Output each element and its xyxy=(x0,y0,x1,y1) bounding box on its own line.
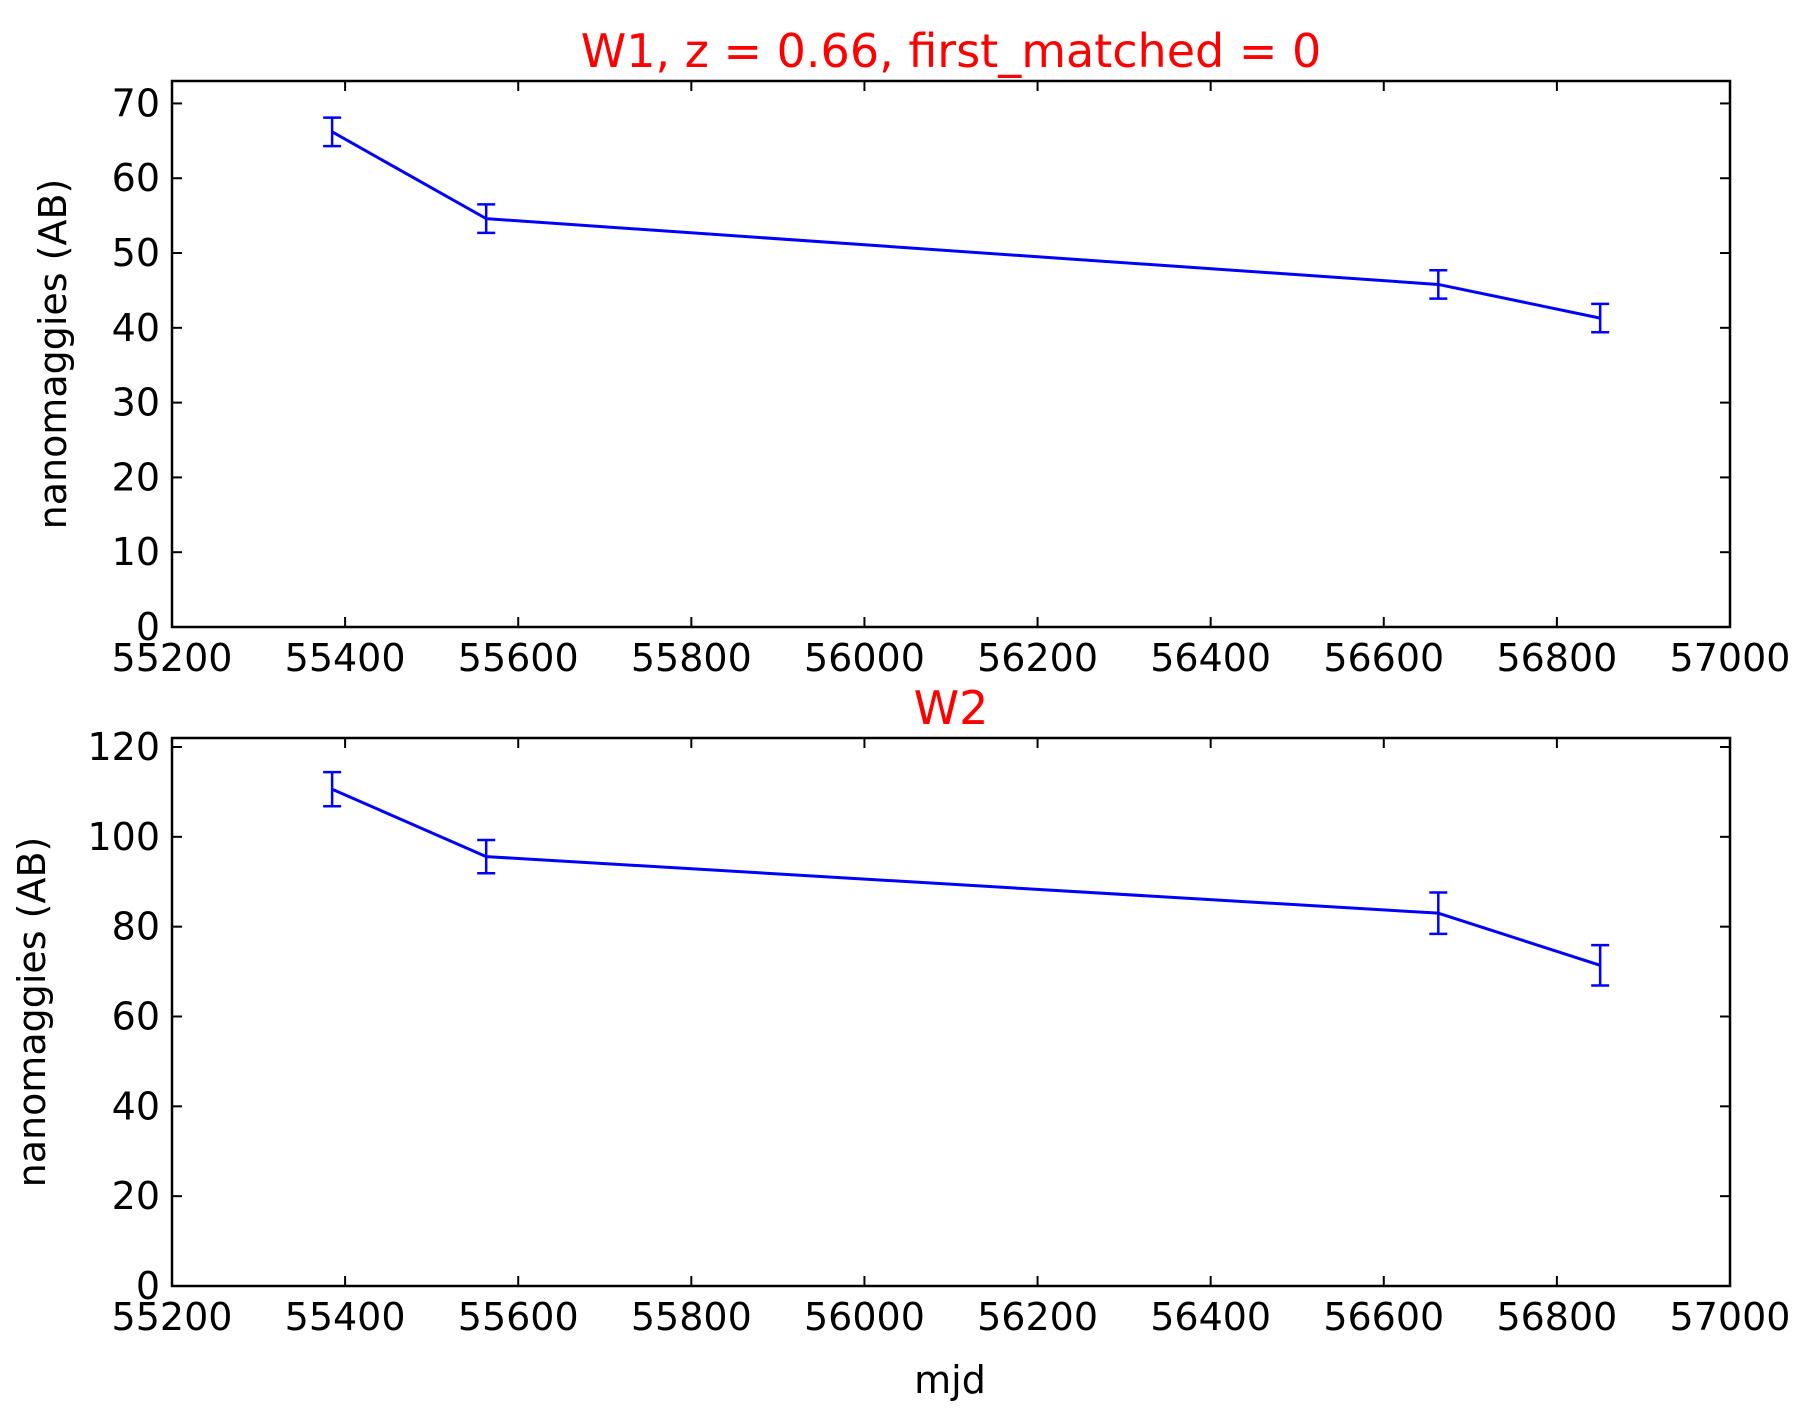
y-tick-label: 80 xyxy=(112,905,160,949)
x-tick-label: 56200 xyxy=(977,636,1098,680)
error-bar xyxy=(323,770,342,808)
error-bar xyxy=(323,116,342,148)
x-tick-label: 55800 xyxy=(631,636,752,680)
y-tick-label: 0 xyxy=(136,1264,160,1308)
y-tick-label: 120 xyxy=(87,725,160,769)
error-bar xyxy=(477,203,496,235)
x-tick-label: 56000 xyxy=(804,636,925,680)
x-tick-label: 56400 xyxy=(1150,1295,1271,1339)
y-tick-label: 30 xyxy=(112,381,160,425)
y-tick-label: 60 xyxy=(112,156,160,200)
y-axis-label: nanomaggies (AB) xyxy=(10,837,54,1188)
y-tick-label: 60 xyxy=(112,994,160,1038)
chart-title: W2 xyxy=(914,681,989,735)
error-bar xyxy=(1429,891,1448,936)
x-tick-label: 55400 xyxy=(285,1295,406,1339)
y-tick-label: 40 xyxy=(112,1084,160,1128)
subplot-w2: W2 55200 55400 55600 55800 56000 56200 56400 566… xyxy=(10,681,1790,1402)
x-tick-label: 56600 xyxy=(1323,1295,1444,1339)
x-tick-label: 55800 xyxy=(631,1295,752,1339)
y-tick-label: 10 xyxy=(112,530,160,574)
chart-title: W1, z = 0.66, first_matched = 0 xyxy=(581,24,1322,78)
axes-frame xyxy=(170,736,1732,1288)
y-axis-label: nanomaggies (AB) xyxy=(31,179,75,530)
x-tick-label: 55600 xyxy=(458,1295,579,1339)
error-bar xyxy=(1591,302,1610,334)
series-line xyxy=(331,787,1601,967)
x-tick-label: 56400 xyxy=(1150,636,1271,680)
error-bar xyxy=(1429,268,1448,300)
x-tick-label: 55400 xyxy=(285,636,406,680)
x-tick-label: 56600 xyxy=(1323,636,1444,680)
x-tick-label: 56800 xyxy=(1496,636,1617,680)
x-tick-label: 55600 xyxy=(458,636,579,680)
y-tick-label: 0 xyxy=(136,605,160,649)
y-tick-label: 100 xyxy=(87,815,160,859)
y-tick-label: 20 xyxy=(112,455,160,499)
error-bar xyxy=(1591,943,1610,987)
x-axis-label: mjd xyxy=(914,1358,986,1402)
x-tick-label: 57000 xyxy=(1670,1295,1791,1339)
y-tick-label: 70 xyxy=(112,81,160,125)
series-line xyxy=(331,130,1601,320)
y-tick-label: 50 xyxy=(112,231,160,275)
error-bar xyxy=(477,838,496,875)
x-tick-label: 56800 xyxy=(1496,1295,1617,1339)
x-tick-label: 55200 xyxy=(112,1295,233,1339)
y-tick-label: 40 xyxy=(112,306,160,350)
x-tick-label: 57000 xyxy=(1670,636,1791,680)
y-tick-label: 20 xyxy=(112,1174,160,1218)
x-tick-label: 55200 xyxy=(112,636,233,680)
x-tick-label: 56200 xyxy=(977,1295,1098,1339)
x-tick-label: 56000 xyxy=(804,1295,925,1339)
subplot-w1: W1, z = 0.66, first_matched = 0 55200 5540… xyxy=(31,24,1790,680)
axes-frame xyxy=(170,79,1732,629)
